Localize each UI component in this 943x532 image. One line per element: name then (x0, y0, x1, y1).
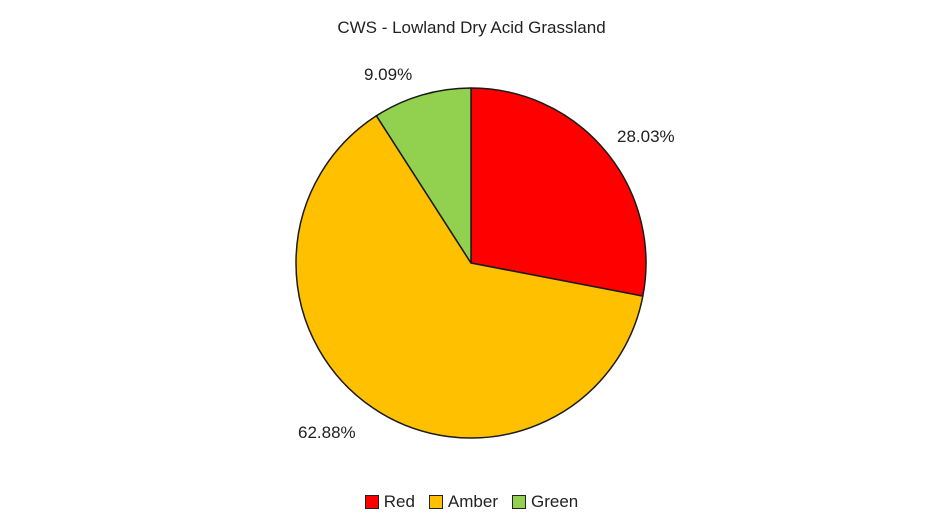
legend-item-green: Green (512, 492, 578, 512)
chart-title: CWS - Lowland Dry Acid Grassland (337, 18, 606, 37)
data-label-green: 9.09% (364, 65, 413, 84)
legend-label: Red (383, 492, 415, 511)
legend: Red Amber Green (0, 492, 943, 512)
pie-slices (295, 87, 647, 439)
pie-slice-red (470, 87, 647, 297)
legend-item-red: Red (364, 492, 415, 512)
legend-label: Amber (447, 492, 498, 511)
data-label-amber: 62.88% (298, 423, 356, 442)
legend-item-amber: Amber (428, 492, 498, 512)
legend-label: Green (531, 492, 579, 511)
legend-swatch-amber (428, 495, 443, 509)
legend-swatch-red (364, 495, 379, 509)
legend-swatch-green (512, 495, 526, 509)
pie-slice-green (375, 87, 472, 264)
data-label-red: 28.03% (617, 127, 675, 146)
pie-slice-amber (295, 115, 644, 439)
